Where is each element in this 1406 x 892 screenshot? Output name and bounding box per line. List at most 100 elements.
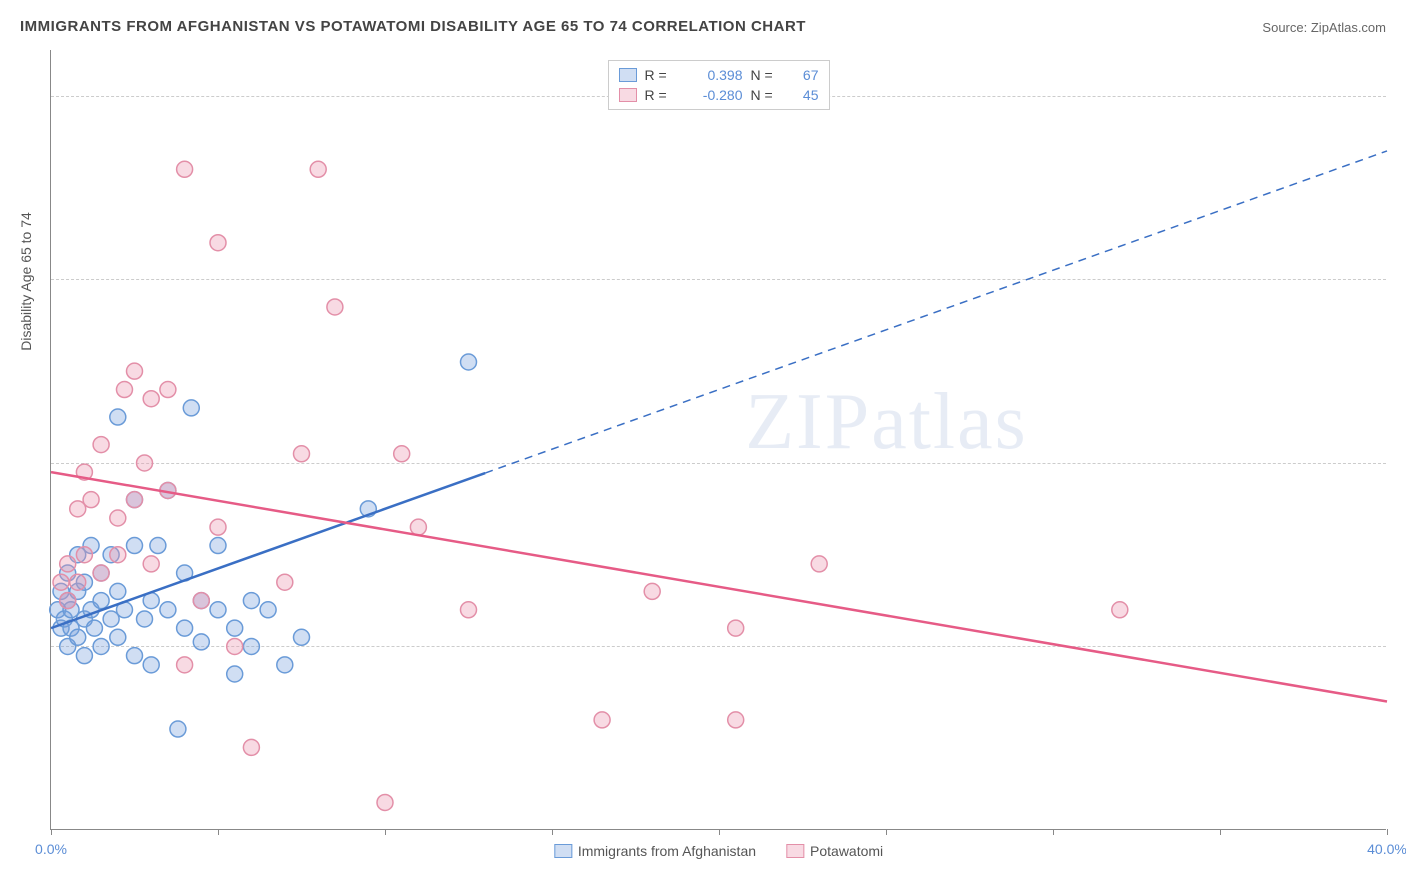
- y-axis-label: Disability Age 65 to 74: [18, 212, 34, 351]
- legend-n-value: 67: [789, 67, 819, 83]
- legend-swatch: [619, 68, 637, 82]
- chart-title: IMMIGRANTS FROM AFGHANISTAN VS POTAWATOM…: [20, 18, 806, 35]
- x-tick: [552, 829, 553, 835]
- scatter-point: [294, 629, 310, 645]
- scatter-point: [227, 666, 243, 682]
- legend-n-label: N =: [751, 87, 781, 103]
- scatter-point: [110, 583, 126, 599]
- legend-series-label: Immigrants from Afghanistan: [578, 843, 756, 859]
- y-tick-label: 40.0%: [1391, 455, 1406, 471]
- legend-swatch: [786, 844, 804, 858]
- regression-line-dashed: [485, 151, 1387, 473]
- y-tick-label: 80.0%: [1391, 88, 1406, 104]
- source-attribution: Source: ZipAtlas.com: [1262, 20, 1386, 35]
- source-link[interactable]: ZipAtlas.com: [1311, 20, 1386, 35]
- scatter-point: [210, 235, 226, 251]
- scatter-point: [644, 583, 660, 599]
- scatter-point: [294, 446, 310, 462]
- y-tick-label: 20.0%: [1391, 638, 1406, 654]
- scatter-point: [193, 593, 209, 609]
- legend-series: Immigrants from Afghanistan Potawatomi: [554, 843, 883, 859]
- scatter-point: [70, 629, 86, 645]
- scatter-point: [410, 519, 426, 535]
- scatter-point: [127, 492, 143, 508]
- scatter-point: [143, 556, 159, 572]
- scatter-point: [327, 299, 343, 315]
- x-tick: [51, 829, 52, 835]
- scatter-point: [127, 648, 143, 664]
- scatter-point: [177, 657, 193, 673]
- scatter-point: [210, 519, 226, 535]
- legend-r-label: R =: [645, 67, 675, 83]
- scatter-point: [143, 657, 159, 673]
- legend-series-item: Potawatomi: [786, 843, 883, 859]
- scatter-point: [93, 437, 109, 453]
- legend-n-value: 45: [789, 87, 819, 103]
- scatter-point: [170, 721, 186, 737]
- scatter-point: [127, 363, 143, 379]
- scatter-point: [93, 565, 109, 581]
- scatter-point: [728, 620, 744, 636]
- legend-n-label: N =: [751, 67, 781, 83]
- legend-correlation-row: R = -0.280 N = 45: [619, 85, 819, 105]
- scatter-point: [53, 574, 69, 590]
- scatter-point: [193, 634, 209, 650]
- scatter-point: [394, 446, 410, 462]
- x-tick: [719, 829, 720, 835]
- scatter-point: [150, 538, 166, 554]
- y-tick-label: 60.0%: [1391, 271, 1406, 287]
- regression-line: [51, 472, 1387, 701]
- legend-correlation-row: R = 0.398 N = 67: [619, 65, 819, 85]
- x-tick: [218, 829, 219, 835]
- scatter-point: [116, 382, 132, 398]
- scatter-point: [110, 510, 126, 526]
- scatter-point: [227, 620, 243, 636]
- scatter-point: [76, 547, 92, 563]
- scatter-point: [70, 574, 86, 590]
- scatter-point: [86, 620, 102, 636]
- scatter-point: [160, 382, 176, 398]
- x-tick: [1053, 829, 1054, 835]
- scatter-point: [60, 593, 76, 609]
- x-tick: [886, 829, 887, 835]
- scatter-point: [277, 574, 293, 590]
- scatter-point: [728, 712, 744, 728]
- scatter-point: [277, 657, 293, 673]
- legend-r-value: -0.280: [683, 87, 743, 103]
- scatter-point: [210, 602, 226, 618]
- plot-area: 20.0%40.0%60.0%80.0% ZIPatlas R = 0.398 …: [50, 50, 1386, 830]
- scatter-point: [110, 629, 126, 645]
- scatter-point: [137, 455, 153, 471]
- legend-series-label: Potawatomi: [810, 843, 883, 859]
- scatter-point: [76, 648, 92, 664]
- scatter-point: [183, 400, 199, 416]
- scatter-point: [177, 620, 193, 636]
- scatter-point: [1112, 602, 1128, 618]
- scatter-point: [260, 602, 276, 618]
- legend-correlation: R = 0.398 N = 67 R = -0.280 N = 45: [608, 60, 830, 110]
- legend-swatch: [554, 844, 572, 858]
- scatter-point: [143, 391, 159, 407]
- scatter-point: [210, 538, 226, 554]
- scatter-point: [177, 161, 193, 177]
- scatter-point: [310, 161, 326, 177]
- scatter-point: [160, 602, 176, 618]
- scatter-point: [93, 638, 109, 654]
- x-tick-label: 40.0%: [1367, 841, 1406, 857]
- chart-svg: [51, 50, 1386, 829]
- scatter-point: [243, 739, 259, 755]
- scatter-point: [110, 409, 126, 425]
- scatter-point: [461, 602, 477, 618]
- scatter-point: [594, 712, 610, 728]
- scatter-point: [137, 611, 153, 627]
- legend-series-item: Immigrants from Afghanistan: [554, 843, 756, 859]
- scatter-point: [127, 538, 143, 554]
- x-tick: [1387, 829, 1388, 835]
- scatter-point: [461, 354, 477, 370]
- x-tick: [1220, 829, 1221, 835]
- scatter-point: [110, 547, 126, 563]
- scatter-point: [811, 556, 827, 572]
- legend-r-value: 0.398: [683, 67, 743, 83]
- scatter-point: [60, 556, 76, 572]
- x-tick: [385, 829, 386, 835]
